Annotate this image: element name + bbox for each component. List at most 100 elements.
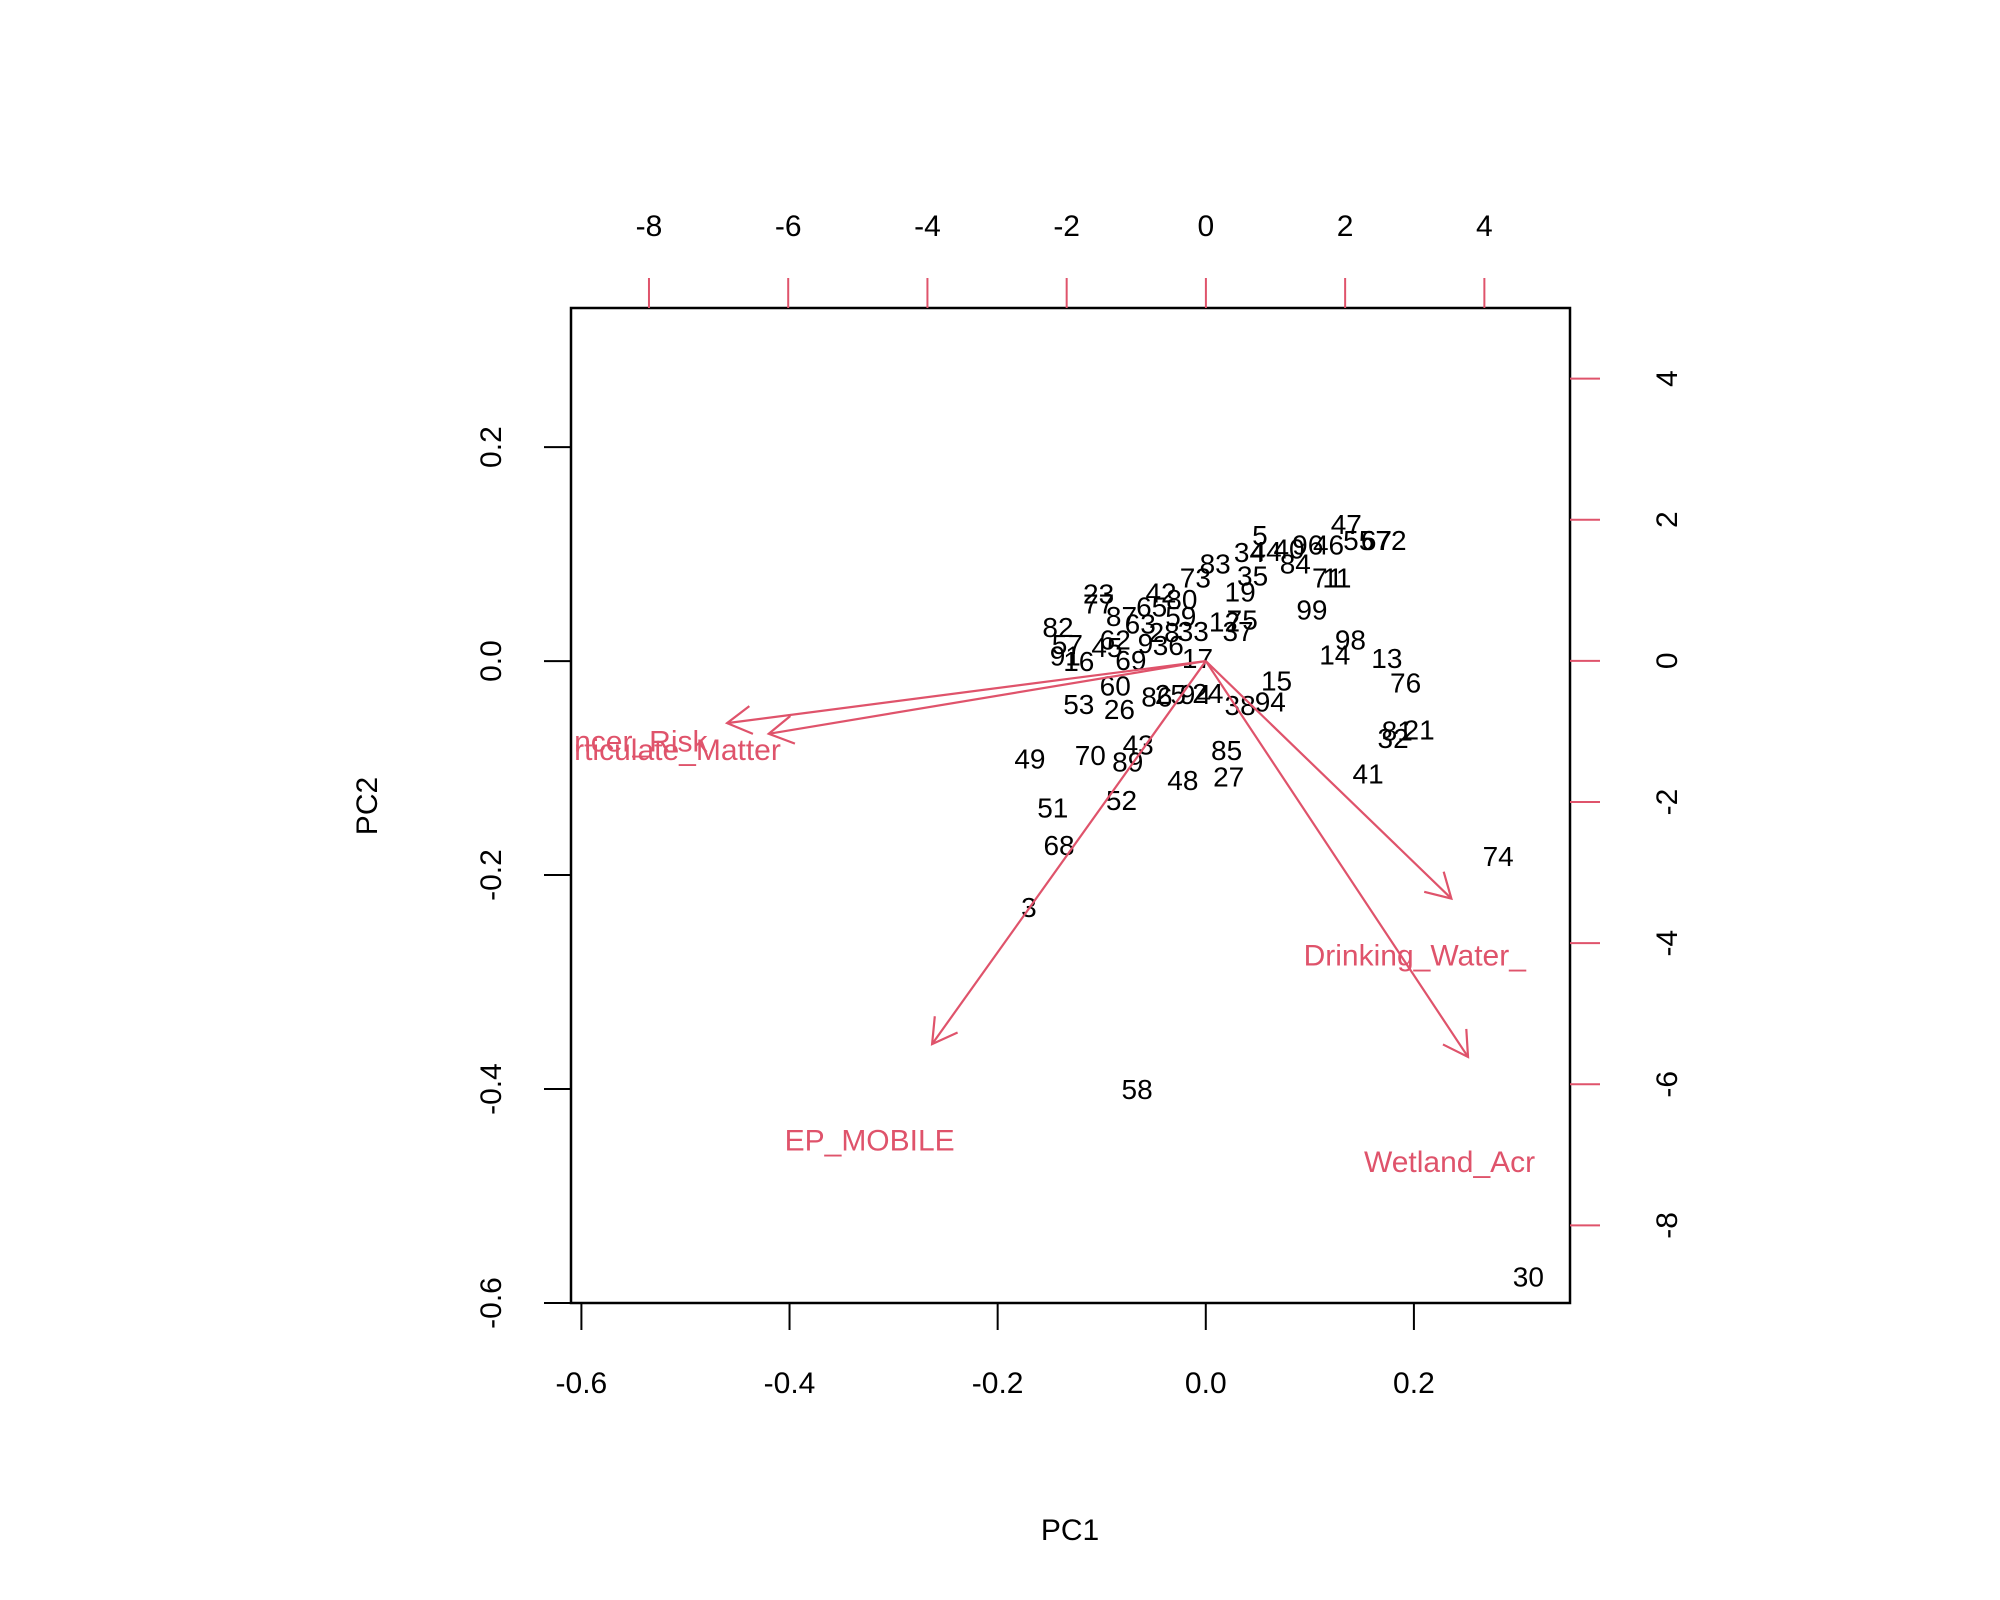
loading-label: rticulate_Matter [574, 734, 781, 767]
loading-label: Drinking_Water_ [1304, 939, 1528, 972]
point-label: 59 [1165, 601, 1196, 632]
bottom-tick-label: -0.4 [764, 1367, 816, 1400]
point-label: 17 [1182, 643, 1213, 674]
x-axis-title: PC1 [1041, 1514, 1099, 1547]
bottom-tick-label: 0.0 [1185, 1367, 1227, 1400]
point-label: 71 [1312, 563, 1343, 594]
point-label: 27 [1213, 762, 1244, 793]
point-label: 40 [1273, 534, 1304, 565]
point-label: 89 [1112, 747, 1143, 778]
left-tick-label: -0.6 [475, 1277, 508, 1329]
top-tick-label: -8 [636, 210, 663, 243]
point-label: 35 [1237, 560, 1268, 591]
right-tick-label: -8 [1651, 1212, 1684, 1239]
loading-arrow [931, 660, 1207, 1045]
right-tick-label: -4 [1651, 930, 1684, 957]
point-label: 70 [1075, 740, 1106, 771]
point-label: 99 [1296, 595, 1327, 626]
point-label: 19 [1225, 577, 1256, 608]
bottom-tick-label: -0.2 [972, 1367, 1024, 1400]
point-label: 58 [1122, 1074, 1153, 1105]
left-tick-label: -0.2 [475, 849, 508, 901]
point-label: 5 [1252, 520, 1268, 551]
bottom-axis: -0.6 -0.4 -0.2 0.0 0.2 [556, 1302, 1435, 1400]
loading-arrowhead [724, 705, 754, 735]
loading-label: ncer_Risk [574, 725, 708, 758]
point-label: 41 [1353, 758, 1384, 789]
point-label: 68 [1043, 830, 1074, 861]
point-label: 13 [1371, 643, 1402, 674]
point-label: 96 [1292, 529, 1323, 560]
point-label: 55 [1343, 525, 1374, 556]
left-tick-label: 0.2 [475, 426, 508, 468]
top-tick-label: -4 [914, 210, 941, 243]
point-label: 76 [1390, 667, 1421, 698]
point-label: 91 [1050, 641, 1081, 672]
loading-arrowhead [1423, 871, 1453, 901]
point-label: 34 [1234, 537, 1265, 568]
point-label: 28 [1149, 617, 1180, 648]
bottom-tick-label: -0.6 [556, 1367, 608, 1400]
loading-arrow [726, 659, 1206, 725]
point-label: 86 [1141, 681, 1172, 712]
top-tick-label: 4 [1476, 210, 1493, 243]
loading-label: EP_MOBILE [785, 1124, 955, 1157]
point-label: 83 [1200, 549, 1231, 580]
top-tick-label: -2 [1053, 210, 1080, 243]
point-label: 73 [1180, 563, 1211, 594]
loading-arrow [1205, 660, 1453, 900]
point-label: 53 [1063, 689, 1094, 720]
point-label: 21 [1404, 715, 1435, 746]
observation-points: 3074583685152482741497089438532812126536… [1014, 509, 1544, 1292]
right-tick-label: 0 [1651, 652, 1684, 669]
top-tick-label: 0 [1198, 210, 1215, 243]
point-label: 11 [1322, 563, 1351, 594]
point-label: 37 [1222, 616, 1253, 647]
right-tick-label: -2 [1651, 789, 1684, 816]
point-label: 44 [1251, 536, 1282, 567]
point-label: 45 [1091, 632, 1122, 663]
right-tick-label: -6 [1651, 1071, 1684, 1098]
point-label: 12 [1209, 606, 1240, 637]
point-label: 98 [1335, 625, 1366, 656]
point-label: 46 [1313, 529, 1344, 560]
loading-arrow [768, 659, 1206, 735]
point-label: 32 [1378, 723, 1409, 754]
loading-arrowhead [766, 715, 796, 745]
point-label: 94 [1180, 679, 1211, 710]
top-tick-label: 2 [1337, 210, 1354, 243]
point-label: 24 [1192, 678, 1223, 709]
point-label: 72 [1375, 525, 1406, 556]
left-tick-label: 0.0 [475, 640, 508, 682]
point-label: 80 [1166, 584, 1197, 615]
point-label: 30 [1513, 1261, 1544, 1292]
point-label: 47 [1331, 509, 1362, 540]
point-label: 9 [1138, 628, 1154, 659]
point-label: 23 [1083, 579, 1114, 610]
point-label: 51 [1037, 793, 1068, 824]
top-tick-label: -6 [775, 210, 802, 243]
point-label: 67 [1361, 525, 1392, 556]
point-label: 75 [1227, 604, 1258, 635]
loading-arrowhead [930, 1016, 959, 1046]
y-axis-title: PC2 [351, 777, 384, 835]
right-tick-label: 2 [1651, 511, 1684, 528]
point-label: 63 [1125, 609, 1156, 640]
point-label: 49 [1014, 743, 1045, 774]
point-label: 57 [1052, 629, 1083, 660]
point-label: 81 [1382, 716, 1413, 747]
point-label: 26 [1104, 694, 1135, 725]
point-label: 87 [1106, 601, 1137, 632]
loading-label: Wetland_Acr [1364, 1146, 1535, 1179]
point-label: 42 [1145, 578, 1176, 609]
top-axis: -8 -6 -4 -2 0 2 4 [636, 210, 1493, 308]
right-tick-label: 4 [1651, 370, 1684, 387]
point-label: 74 [1483, 841, 1514, 872]
left-axis: -0.6 -0.4 -0.2 0.0 0.2 [475, 426, 572, 1329]
right-axis: -8 -6 -4 -2 0 2 4 [1570, 370, 1684, 1239]
point-label: 77 [1083, 588, 1114, 619]
point-label: 85 [1211, 735, 1242, 766]
point-label: 52 [1106, 785, 1137, 816]
